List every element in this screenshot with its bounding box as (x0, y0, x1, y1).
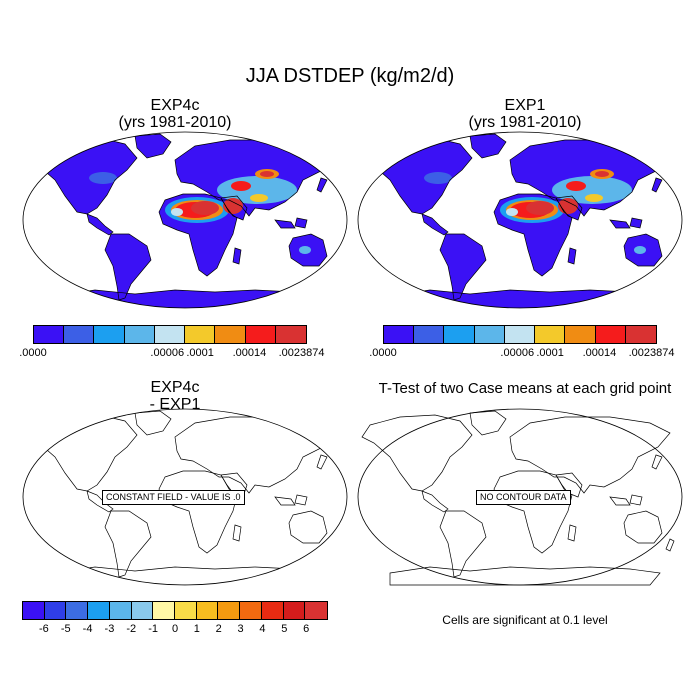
colorbar-swatch (218, 602, 241, 619)
colorbar-swatch (154, 326, 186, 343)
colorbar-swatch (215, 326, 246, 343)
colorbar-swatch (565, 326, 596, 343)
map-ttest (357, 408, 683, 586)
colorbar-swatch (109, 602, 132, 619)
colorbar-swatch (625, 326, 656, 343)
colorbar-swatch (175, 602, 197, 619)
colorbar-tick-label: -3 (104, 623, 115, 635)
colorbar-tick-label: .0023874 (278, 347, 325, 359)
colorbar-exp4c: .0000 .00006.0001 .00014 .0023874 (19, 325, 324, 365)
colorbar-swatch (64, 326, 95, 343)
colorbar-tick-label: 0 (171, 623, 179, 635)
constant-field-note: CONSTANT FIELD - VALUE IS .0 (102, 490, 245, 505)
colorbar-tick-label: .0023874 (628, 347, 675, 359)
colorbar-swatch (240, 602, 262, 619)
colorbar-tick-label: 6 (303, 623, 310, 635)
colorbar-tick-label: 4 (259, 623, 266, 635)
colorbar-tick-label: .00014 (582, 347, 617, 359)
colorbar-swatch (131, 602, 154, 619)
colorbar-swatch (283, 602, 306, 619)
panel-title-line1: EXP1 (504, 97, 546, 114)
map-border (357, 131, 683, 309)
colorbar-tick-label: 1 (193, 623, 200, 635)
map-exp1 (357, 131, 683, 309)
colorbar-swatch (66, 602, 89, 619)
colorbar-swatches (383, 325, 657, 344)
colorbar-swatch (153, 602, 176, 619)
colorbar-swatches (22, 601, 328, 620)
panel-title-ttest: T-Test of two Case means at each grid po… (378, 380, 672, 397)
colorbar-swatch (124, 326, 155, 343)
colorbar-tick-label: .0000 (369, 347, 397, 359)
colorbar-swatches (33, 325, 307, 344)
significance-note: Cells are significant at 0.1 level (442, 613, 608, 627)
colorbar-tick-label: .0001 (536, 347, 564, 359)
colorbar-swatch (88, 602, 110, 619)
map-border (22, 408, 348, 586)
colorbar-tick-label: 3 (237, 623, 244, 635)
no-contour-note: NO CONTOUR DATA (476, 490, 571, 505)
colorbar-swatch (305, 602, 328, 619)
colorbar-swatch (275, 326, 306, 343)
panel-title-line1: EXP4c (150, 97, 200, 114)
colorbar-swatch (245, 326, 276, 343)
colorbar-tick-label: -5 (60, 623, 71, 635)
colorbar-tick-label: -6 (38, 623, 49, 635)
map-difference (22, 408, 348, 586)
colorbar-difference: -6 -5 -4 -3 -2 -1 0 1 2 3 4 5 6 (22, 601, 328, 641)
colorbar-swatch (474, 326, 505, 343)
colorbar-tick-label: .00006 (150, 347, 185, 359)
colorbar-tick-label: -2 (126, 623, 137, 635)
colorbar-swatch (34, 326, 65, 343)
colorbar-swatch (384, 326, 415, 343)
colorbar-swatch (94, 326, 125, 343)
colorbar-tick-label: 5 (281, 623, 288, 635)
colorbar-swatch (595, 326, 626, 343)
colorbar-tick-label: -1 (148, 623, 159, 635)
colorbar-swatch (444, 326, 475, 343)
colorbar-tick-label: .00006 (500, 347, 535, 359)
colorbar-swatch (23, 602, 45, 619)
map-border (22, 131, 348, 309)
figure-title: JJA DSTDEP (kg/m2/d) (245, 65, 455, 87)
colorbar-swatch (44, 602, 67, 619)
panel-title-exp4c: EXP4c (yrs 1981-2010) (25, 97, 325, 131)
panel-title-exp1: EXP1 (yrs 1981-2010) (375, 97, 675, 131)
map-border (357, 408, 683, 586)
colorbar-swatch (185, 326, 216, 343)
colorbar-swatch (261, 602, 284, 619)
colorbar-swatch (535, 326, 566, 343)
panel-title-line2: (yrs 1981-2010) (118, 114, 232, 131)
panel-title-line2: (yrs 1981-2010) (468, 114, 582, 131)
colorbar-tick-label: -4 (82, 623, 93, 635)
map-exp4c (22, 131, 348, 309)
colorbar-swatch (504, 326, 536, 343)
colorbar-tick-label: .0001 (186, 347, 214, 359)
colorbar-swatch (196, 602, 219, 619)
colorbar-tick-label: .00014 (232, 347, 267, 359)
panel-title-line1: EXP4c (150, 379, 200, 396)
colorbar-swatch (414, 326, 445, 343)
colorbar-tick-label: .0000 (19, 347, 47, 359)
colorbar-tick-label: 2 (215, 623, 222, 635)
colorbar-exp1: .0000 .00006.0001 .00014 .0023874 (369, 325, 674, 365)
